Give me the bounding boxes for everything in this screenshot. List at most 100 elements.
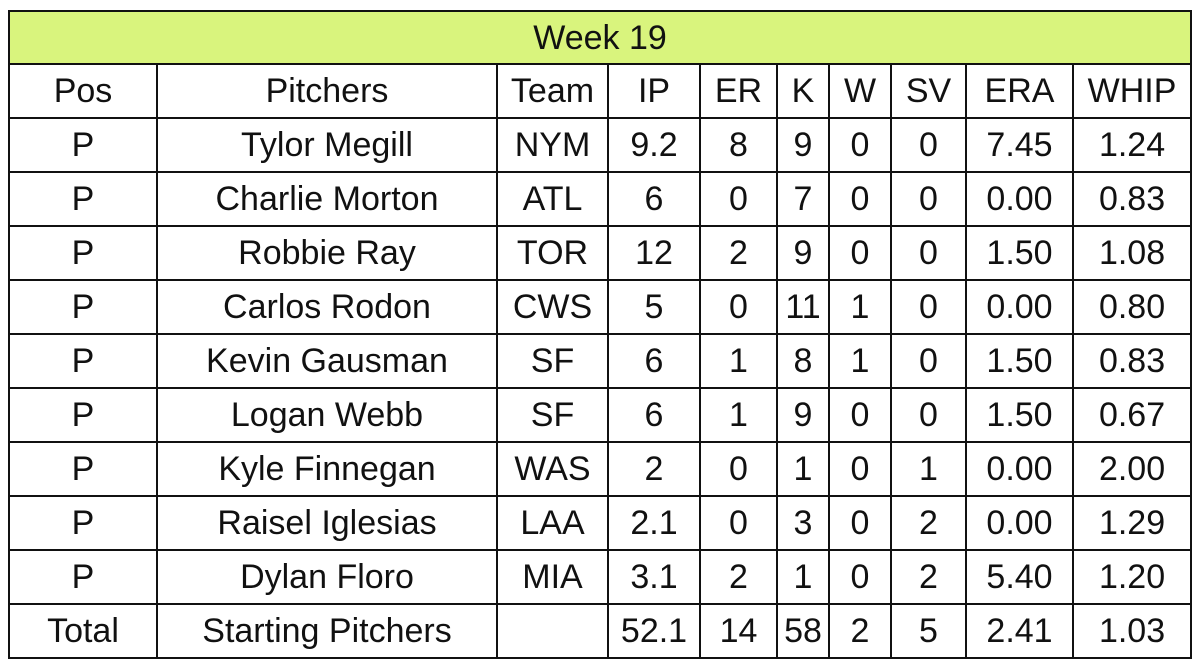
cell-pitchers: Charlie Morton bbox=[156, 171, 498, 227]
table-row: P Carlos Rodon CWS 5 0 11 1 0 0.00 0.80 bbox=[8, 279, 1193, 335]
cell-er: 2 bbox=[699, 549, 778, 605]
cell-k: 11 bbox=[776, 279, 830, 335]
total-cell-team bbox=[496, 603, 609, 659]
cell-w: 0 bbox=[828, 549, 892, 605]
table-row: P Robbie Ray TOR 12 2 9 0 0 1.50 1.08 bbox=[8, 225, 1193, 281]
cell-pos: P bbox=[8, 117, 158, 173]
cell-era: 0.00 bbox=[965, 171, 1074, 227]
cell-pos: P bbox=[8, 549, 158, 605]
cell-pitchers: Kevin Gausman bbox=[156, 333, 498, 389]
cell-team: SF bbox=[496, 333, 609, 389]
table-row: P Dylan Floro MIA 3.1 2 1 0 2 5.40 1.20 bbox=[8, 549, 1193, 605]
table-title: Week 19 bbox=[7, 10, 1193, 65]
cell-pitchers: Robbie Ray bbox=[156, 225, 498, 281]
cell-whip: 0.83 bbox=[1071, 171, 1193, 227]
cell-er: 1 bbox=[699, 387, 778, 443]
cell-pos: P bbox=[8, 495, 158, 551]
cell-w: 1 bbox=[828, 279, 892, 335]
table-row: P Tylor Megill NYM 9.2 8 9 0 0 7.45 1.24 bbox=[8, 117, 1193, 173]
column-header-w: W bbox=[828, 63, 892, 119]
column-header-k: K bbox=[776, 63, 830, 119]
column-header-team: Team bbox=[496, 63, 609, 119]
header-row: Pos Pitchers Team IP ER K W SV ERA WHIP bbox=[8, 63, 1193, 119]
cell-k: 1 bbox=[776, 549, 830, 605]
cell-w: 0 bbox=[828, 495, 892, 551]
cell-er: 2 bbox=[699, 225, 778, 281]
column-header-er: ER bbox=[699, 63, 778, 119]
title-row: Week 19 bbox=[7, 10, 1193, 65]
cell-k: 8 bbox=[776, 333, 830, 389]
cell-sv: 0 bbox=[890, 387, 967, 443]
cell-w: 0 bbox=[828, 117, 892, 173]
cell-w: 0 bbox=[828, 387, 892, 443]
cell-ip: 2 bbox=[607, 441, 701, 497]
column-header-pitchers: Pitchers bbox=[156, 63, 498, 119]
cell-pitchers: Carlos Rodon bbox=[156, 279, 498, 335]
cell-ip: 6 bbox=[607, 171, 701, 227]
cell-w: 0 bbox=[828, 171, 892, 227]
cell-k: 3 bbox=[776, 495, 830, 551]
cell-whip: 1.20 bbox=[1071, 549, 1193, 605]
column-header-sv: SV bbox=[890, 63, 967, 119]
table-row: P Charlie Morton ATL 6 0 7 0 0 0.00 0.83 bbox=[8, 171, 1193, 227]
total-cell-whip: 1.03 bbox=[1071, 603, 1193, 659]
cell-era: 7.45 bbox=[965, 117, 1074, 173]
cell-sv: 1 bbox=[890, 441, 967, 497]
column-header-era: ERA bbox=[965, 63, 1074, 119]
table-row: P Raisel Iglesias LAA 2.1 0 3 0 2 0.00 1.29 bbox=[8, 495, 1193, 551]
cell-k: 9 bbox=[776, 225, 830, 281]
cell-team: ATL bbox=[496, 171, 609, 227]
cell-sv: 2 bbox=[890, 495, 967, 551]
cell-sv: 0 bbox=[890, 333, 967, 389]
cell-ip: 6 bbox=[607, 387, 701, 443]
total-cell-er: 14 bbox=[699, 603, 778, 659]
total-row: Total Starting Pitchers 52.1 14 58 2 5 2.41 1.03 bbox=[8, 603, 1193, 659]
pitcher-stats-table: Week 19 Pos Pitchers Team IP ER K W SV ERA WHIP P… bbox=[7, 10, 1193, 659]
table-row: P Logan Webb SF 6 1 9 0 0 1.50 0.67 bbox=[8, 387, 1193, 443]
total-cell-ip: 52.1 bbox=[607, 603, 701, 659]
total-cell-sv: 5 bbox=[890, 603, 967, 659]
cell-w: 0 bbox=[828, 441, 892, 497]
cell-pitchers: Dylan Floro bbox=[156, 549, 498, 605]
cell-pos: P bbox=[8, 441, 158, 497]
cell-w: 0 bbox=[828, 225, 892, 281]
cell-team: NYM bbox=[496, 117, 609, 173]
cell-team: LAA bbox=[496, 495, 609, 551]
cell-ip: 5 bbox=[607, 279, 701, 335]
cell-team: TOR bbox=[496, 225, 609, 281]
cell-sv: 2 bbox=[890, 549, 967, 605]
cell-whip: 0.83 bbox=[1071, 333, 1193, 389]
cell-er: 0 bbox=[699, 171, 778, 227]
cell-ip: 9.2 bbox=[607, 117, 701, 173]
cell-whip: 1.24 bbox=[1071, 117, 1193, 173]
table-row: P Kevin Gausman SF 6 1 8 1 0 1.50 0.83 bbox=[8, 333, 1193, 389]
cell-sv: 0 bbox=[890, 117, 967, 173]
column-header-pos: Pos bbox=[8, 63, 158, 119]
column-header-ip: IP bbox=[607, 63, 701, 119]
cell-pitchers: Logan Webb bbox=[156, 387, 498, 443]
cell-team: MIA bbox=[496, 549, 609, 605]
total-cell-k: 58 bbox=[776, 603, 830, 659]
cell-sv: 0 bbox=[890, 279, 967, 335]
cell-pos: P bbox=[8, 279, 158, 335]
cell-k: 7 bbox=[776, 171, 830, 227]
cell-w: 1 bbox=[828, 333, 892, 389]
total-cell-pitchers: Starting Pitchers bbox=[156, 603, 498, 659]
cell-ip: 2.1 bbox=[607, 495, 701, 551]
cell-whip: 1.29 bbox=[1071, 495, 1193, 551]
cell-era: 1.50 bbox=[965, 387, 1074, 443]
cell-team: WAS bbox=[496, 441, 609, 497]
cell-era: 1.50 bbox=[965, 333, 1074, 389]
cell-k: 9 bbox=[776, 387, 830, 443]
cell-er: 0 bbox=[699, 279, 778, 335]
cell-era: 5.40 bbox=[965, 549, 1074, 605]
cell-sv: 0 bbox=[890, 225, 967, 281]
total-cell-pos: Total bbox=[8, 603, 158, 659]
cell-era: 1.50 bbox=[965, 225, 1074, 281]
column-header-whip: WHIP bbox=[1071, 63, 1193, 119]
cell-whip: 2.00 bbox=[1071, 441, 1193, 497]
cell-ip: 6 bbox=[607, 333, 701, 389]
cell-whip: 0.80 bbox=[1071, 279, 1193, 335]
cell-team: SF bbox=[496, 387, 609, 443]
cell-pitchers: Raisel Iglesias bbox=[156, 495, 498, 551]
